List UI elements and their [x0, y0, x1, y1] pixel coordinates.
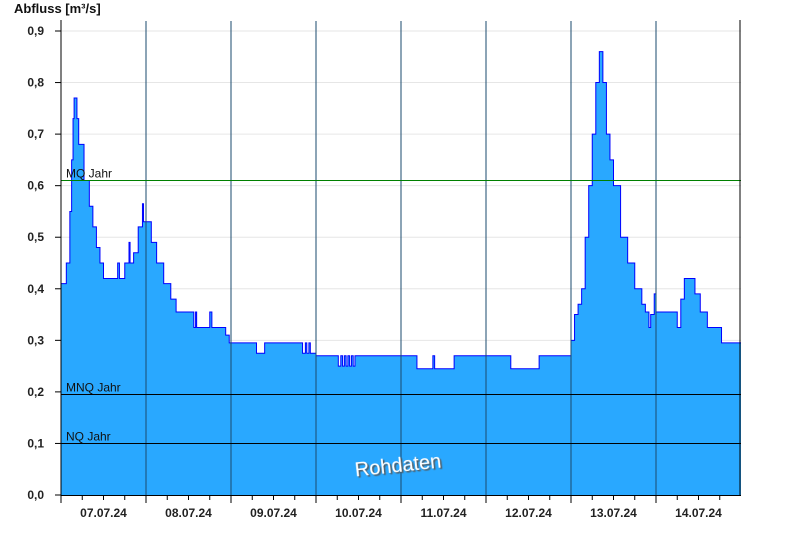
- day-lines: [145, 21, 657, 495]
- x-tick-label: 14.07.24: [675, 506, 722, 520]
- y-tick-label: 0,7: [27, 127, 44, 141]
- y-tick-label: 0,5: [27, 230, 44, 244]
- y-tick-label: 0,6: [27, 179, 44, 193]
- x-tick-label: 07.07.24: [80, 506, 127, 520]
- axes: 0,0 0,1 0,2 0,3 0,4 0,5 0,6 0,7 0,8 0,9 07.07.24 08…: [27, 20, 741, 520]
- y-tick-label: 0,1: [27, 436, 44, 450]
- x-tick-label: 11.07.24: [420, 506, 466, 520]
- reference-lines: MQ Jahr MNQ Jahr NQ Jahr: [61, 167, 741, 444]
- x-tick-label: 09.07.24: [250, 506, 297, 520]
- reference-line-label: NQ Jahr: [66, 429, 111, 443]
- x-tick-label: 10.07.24: [335, 506, 382, 520]
- y-tick-label: 0,3: [27, 333, 44, 347]
- y-tick-label: 0,4: [27, 282, 44, 296]
- y-tick-label: 0,9: [27, 24, 44, 38]
- reference-line-label: MNQ Jahr: [66, 380, 121, 394]
- x-tick-label: 13.07.24: [590, 506, 637, 520]
- discharge-line: [61, 51, 741, 370]
- y-tick-label: 0,8: [27, 76, 44, 90]
- y-tick-label: 0,2: [27, 385, 44, 399]
- y-tick-label: 0,0: [27, 488, 44, 502]
- x-tick-label: 12.07.24: [505, 506, 552, 520]
- y-axis-title: Abfluss [m³/s]: [14, 1, 101, 16]
- x-tick-label: 08.07.24: [165, 506, 212, 520]
- reference-line-label: MQ Jahr: [66, 167, 112, 181]
